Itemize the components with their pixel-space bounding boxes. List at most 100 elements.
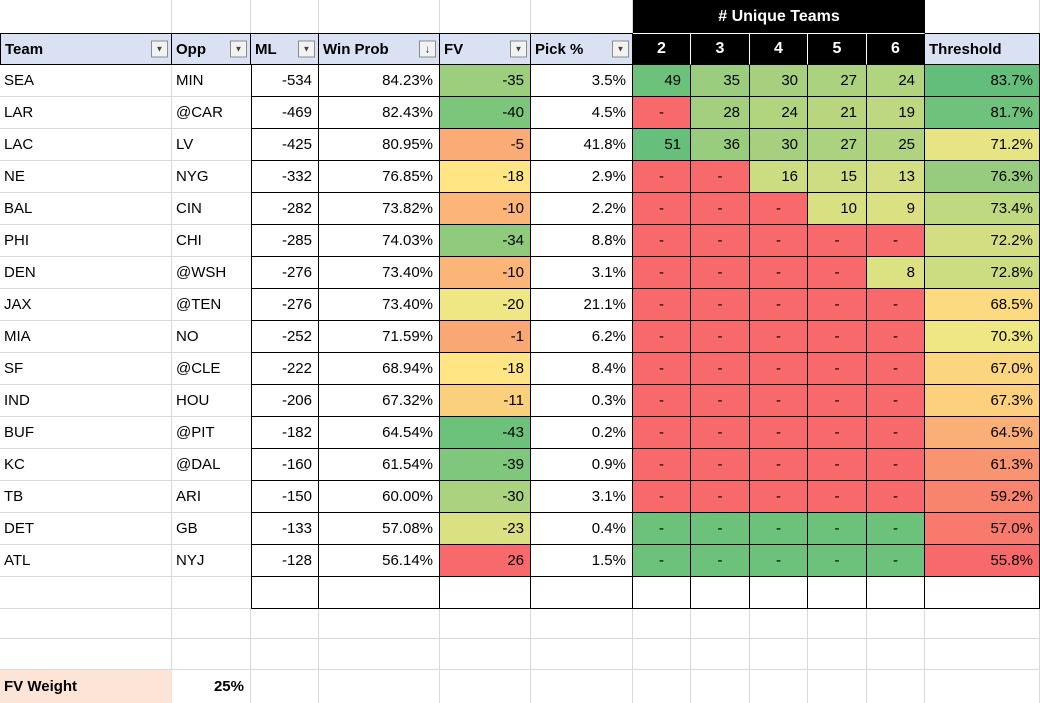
column-header-unique-4[interactable]: 4 <box>750 33 808 65</box>
cell-opp[interactable]: GB <box>172 513 251 545</box>
cell-ml[interactable]: -425 <box>251 129 319 161</box>
grid-cell[interactable] <box>251 639 319 670</box>
cell-unique-6[interactable]: 24 <box>867 65 925 97</box>
cell-opp[interactable]: @PIT <box>172 417 251 449</box>
cell-unique-4[interactable]: - <box>750 417 808 449</box>
grid-cell[interactable] <box>440 670 531 703</box>
grid-cell[interactable] <box>440 577 531 609</box>
cell-unique-3[interactable]: - <box>691 513 750 545</box>
cell-team[interactable]: BAL <box>0 193 172 225</box>
cell-threshold[interactable]: 83.7% <box>925 65 1040 97</box>
cell-pick-pct[interactable]: 8.4% <box>531 353 633 385</box>
cell-unique-3[interactable]: - <box>691 353 750 385</box>
cell-ml[interactable]: -534 <box>251 65 319 97</box>
cell-unique-3[interactable]: - <box>691 257 750 289</box>
cell-opp[interactable]: NYG <box>172 161 251 193</box>
cell-unique-3[interactable]: - <box>691 161 750 193</box>
cell-pick-pct[interactable]: 0.3% <box>531 385 633 417</box>
cell-ml[interactable]: -252 <box>251 321 319 353</box>
cell-unique-2[interactable]: - <box>633 193 691 225</box>
cell-unique-6[interactable]: - <box>867 513 925 545</box>
cell-unique-3[interactable]: - <box>691 321 750 353</box>
cell-unique-6[interactable]: - <box>867 545 925 577</box>
cell-fv[interactable]: -10 <box>440 257 531 289</box>
grid-cell[interactable] <box>750 609 808 639</box>
cell-team[interactable]: BUF <box>0 417 172 449</box>
cell-unique-6[interactable]: 19 <box>867 97 925 129</box>
cell-unique-6[interactable]: - <box>867 385 925 417</box>
grid-cell[interactable] <box>531 0 633 33</box>
column-header-win-prob[interactable]: Win Prob ↓ <box>319 33 440 65</box>
grid-cell[interactable] <box>319 609 440 639</box>
cell-unique-6[interactable]: - <box>867 225 925 257</box>
cell-unique-5[interactable]: - <box>808 353 867 385</box>
cell-unique-3[interactable]: 36 <box>691 129 750 161</box>
grid-cell[interactable] <box>633 670 691 703</box>
grid-cell[interactable] <box>319 0 440 33</box>
cell-win-prob[interactable]: 68.94% <box>319 353 440 385</box>
cell-ml[interactable]: -469 <box>251 97 319 129</box>
cell-unique-3[interactable]: 28 <box>691 97 750 129</box>
cell-win-prob[interactable]: 84.23% <box>319 65 440 97</box>
column-header-opp[interactable]: Opp ▼ <box>172 33 251 65</box>
cell-unique-3[interactable]: - <box>691 225 750 257</box>
grid-cell[interactable] <box>808 577 867 609</box>
cell-pick-pct[interactable]: 8.8% <box>531 225 633 257</box>
grid-cell[interactable] <box>750 639 808 670</box>
cell-unique-5[interactable]: 15 <box>808 161 867 193</box>
cell-unique-2[interactable]: - <box>633 481 691 513</box>
grid-cell[interactable] <box>440 639 531 670</box>
grid-cell[interactable] <box>531 670 633 703</box>
cell-unique-6[interactable]: - <box>867 353 925 385</box>
grid-cell[interactable] <box>0 577 172 609</box>
cell-fv[interactable]: -23 <box>440 513 531 545</box>
cell-threshold[interactable]: 73.4% <box>925 193 1040 225</box>
grid-cell[interactable] <box>633 609 691 639</box>
cell-unique-5[interactable]: - <box>808 481 867 513</box>
grid-cell[interactable] <box>925 0 1040 33</box>
cell-unique-4[interactable]: - <box>750 545 808 577</box>
fv-weight-label-cell[interactable]: FV Weight <box>0 670 172 703</box>
cell-win-prob[interactable]: 73.40% <box>319 257 440 289</box>
cell-win-prob[interactable]: 76.85% <box>319 161 440 193</box>
cell-unique-2[interactable]: 51 <box>633 129 691 161</box>
filter-icon[interactable]: ▼ <box>230 40 247 58</box>
cell-unique-3[interactable]: - <box>691 417 750 449</box>
cell-unique-6[interactable]: - <box>867 449 925 481</box>
column-header-pick-pct[interactable]: Pick % ▼ <box>531 33 633 65</box>
cell-threshold[interactable]: 70.3% <box>925 321 1040 353</box>
fv-weight-value-cell[interactable]: 25% <box>172 670 251 703</box>
grid-cell[interactable] <box>0 609 172 639</box>
cell-fv[interactable]: -5 <box>440 129 531 161</box>
cell-unique-5[interactable]: 10 <box>808 193 867 225</box>
cell-unique-4[interactable]: 30 <box>750 129 808 161</box>
cell-ml[interactable]: -160 <box>251 449 319 481</box>
cell-unique-5[interactable]: - <box>808 321 867 353</box>
cell-fv[interactable]: -10 <box>440 193 531 225</box>
grid-cell[interactable] <box>172 609 251 639</box>
cell-team[interactable]: IND <box>0 385 172 417</box>
grid-cell[interactable] <box>251 0 319 33</box>
cell-unique-2[interactable]: - <box>633 161 691 193</box>
cell-unique-5[interactable]: 27 <box>808 65 867 97</box>
cell-win-prob[interactable]: 73.40% <box>319 289 440 321</box>
cell-team[interactable]: PHI <box>0 225 172 257</box>
filter-icon[interactable]: ▼ <box>151 40 168 58</box>
filter-icon[interactable]: ▼ <box>298 40 315 58</box>
cell-pick-pct[interactable]: 1.5% <box>531 545 633 577</box>
cell-unique-2[interactable]: - <box>633 417 691 449</box>
cell-unique-4[interactable]: - <box>750 193 808 225</box>
cell-threshold[interactable]: 71.2% <box>925 129 1040 161</box>
cell-opp[interactable]: NYJ <box>172 545 251 577</box>
cell-ml[interactable]: -206 <box>251 385 319 417</box>
cell-fv[interactable]: -35 <box>440 65 531 97</box>
cell-win-prob[interactable]: 67.32% <box>319 385 440 417</box>
grid-cell[interactable] <box>691 609 750 639</box>
grid-cell[interactable] <box>251 609 319 639</box>
cell-threshold[interactable]: 72.8% <box>925 257 1040 289</box>
cell-unique-3[interactable]: - <box>691 385 750 417</box>
cell-unique-5[interactable]: - <box>808 513 867 545</box>
cell-threshold[interactable]: 67.0% <box>925 353 1040 385</box>
cell-fv[interactable]: -18 <box>440 161 531 193</box>
cell-team[interactable]: NE <box>0 161 172 193</box>
